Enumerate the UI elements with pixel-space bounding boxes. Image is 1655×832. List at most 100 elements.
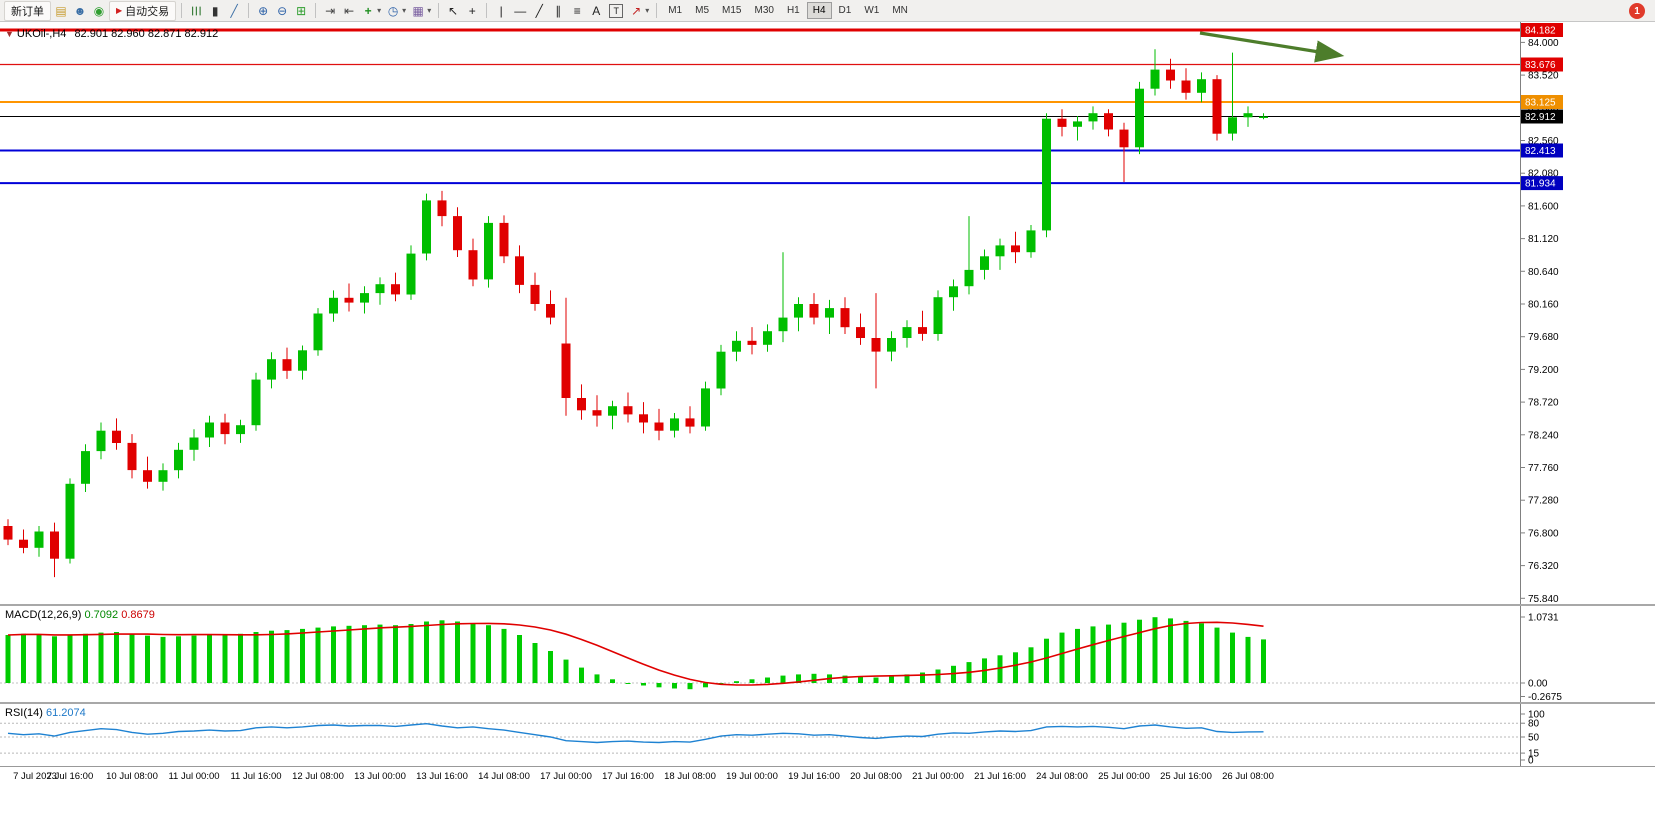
svg-text:80.640: 80.640	[1528, 267, 1559, 278]
auto-trading-button-icon: ▶	[116, 6, 123, 15]
chart-title: ▼ UKOil-,H4 82.901 82.960 82.871 82.912	[5, 28, 218, 40]
rsi-level-lines	[0, 722, 1520, 754]
trendline-icon[interactable]: ╱	[535, 3, 543, 18]
panel-separator[interactable]	[0, 604, 1655, 606]
toolbar-separator	[486, 3, 488, 18]
timeframe-w1[interactable]: W1	[864, 5, 880, 16]
svg-text:75.840: 75.840	[1528, 594, 1559, 604]
auto-scroll-icon[interactable]: ⇥	[325, 3, 336, 18]
terminal-icon[interactable]: ◉	[93, 3, 105, 18]
time-label: 19 Jul 16:00	[788, 771, 840, 782]
svg-text:82.560: 82.560	[1528, 136, 1559, 147]
svg-text:79.680: 79.680	[1528, 332, 1559, 343]
indicators-button[interactable]: +	[364, 3, 372, 18]
time-label: 21 Jul 00:00	[912, 771, 964, 782]
rsi-value: 61.2074	[45, 707, 86, 719]
time-label: 21 Jul 16:00	[974, 771, 1026, 782]
cursor-icon[interactable]: ↖	[448, 3, 459, 18]
macd-signal-value: 0.8679	[121, 609, 155, 621]
timeframe-m15[interactable]: M15	[722, 5, 742, 16]
periods-button[interactable]: ◷	[387, 3, 399, 18]
text-label-icon[interactable]: T	[609, 3, 624, 18]
macd-chart[interactable]: 1.0731 0.00 -0.2675	[0, 606, 1655, 702]
fibonacci-icon[interactable]: ≡	[573, 3, 581, 18]
ohlc-values: 82.901 82.960 82.871 82.912	[74, 28, 219, 40]
chart-shift-icon[interactable]: ⇤	[344, 3, 355, 18]
time-label: 20 Jul 08:00	[850, 771, 902, 782]
svg-text:0: 0	[1528, 756, 1534, 767]
horizontal-lines-group[interactable]	[0, 28, 1520, 185]
market-watch-icon[interactable]: ▤	[55, 3, 67, 18]
time-label: 7 Jul 16:00	[46, 771, 94, 782]
time-label: 19 Jul 00:00	[726, 771, 778, 782]
time-label: 24 Jul 08:00	[1036, 771, 1088, 782]
line-chart-icon[interactable]: ╱	[230, 3, 238, 18]
timeframe-d1[interactable]: D1	[838, 5, 852, 16]
templates-button-caret[interactable]: ▾	[427, 6, 432, 15]
macd-panel: 1.0731 0.00 -0.2675 MACD(12,26,9) 0.7092 0…	[0, 606, 1655, 702]
timeframe-mn[interactable]: MN	[892, 5, 908, 16]
macd-signal-line	[7, 621, 1264, 686]
svg-text:83.520: 83.520	[1528, 71, 1559, 82]
time-label: 18 Jul 08:00	[664, 771, 716, 782]
templates-button[interactable]: ▦	[412, 3, 424, 18]
indicators-button-caret[interactable]: ▾	[377, 6, 382, 15]
rsi-header: RSI(14) 61.2074	[5, 707, 86, 719]
horizontal-line-icon[interactable]: —	[514, 3, 527, 18]
svg-text:80.160: 80.160	[1528, 300, 1559, 311]
time-label: 25 Jul 00:00	[1098, 771, 1150, 782]
periods-button-caret[interactable]: ▾	[402, 6, 407, 15]
toolbar-separator	[181, 3, 183, 18]
equidistant-channel-icon[interactable]: ∥	[555, 3, 562, 18]
timeframe-m5[interactable]: M5	[695, 5, 710, 16]
time-label: 17 Jul 00:00	[540, 771, 592, 782]
bar-chart-icon[interactable]: ☰	[189, 5, 204, 16]
time-label: 13 Jul 16:00	[416, 771, 468, 782]
svg-text:82.413: 82.413	[1525, 146, 1556, 157]
macd-histogram	[5, 617, 1266, 690]
timeframe-h4[interactable]: H4	[806, 2, 832, 19]
main-chart-panel: 84.00083.52083.04082.56082.08081.60081.1…	[0, 22, 1655, 604]
svg-text:100: 100	[1528, 710, 1545, 721]
svg-text:81.120: 81.120	[1528, 234, 1559, 245]
text-icon[interactable]: A	[592, 3, 601, 18]
new-order-button[interactable]: 新订单	[4, 0, 51, 21]
svg-text:79.200: 79.200	[1528, 365, 1559, 376]
timeframe-m30[interactable]: M30	[754, 5, 774, 16]
one-click-trading-toggle-icon[interactable]: ▼	[5, 29, 14, 39]
tile-windows-icon[interactable]: ⊞	[296, 3, 307, 18]
auto-trading-button[interactable]: ▶ 自动交易	[109, 0, 177, 21]
candlestick-chart-icon[interactable]: ▮	[211, 3, 219, 18]
svg-text:84.182: 84.182	[1525, 26, 1556, 37]
trend-arrow-annotation[interactable]	[1199, 31, 1345, 63]
svg-text:82.912: 82.912	[1525, 112, 1556, 123]
vertical-line-icon[interactable]: |	[499, 3, 503, 18]
toolbar-separator	[656, 3, 658, 18]
arrows-button-caret[interactable]: ▾	[645, 6, 650, 15]
svg-text:78.240: 78.240	[1528, 430, 1559, 441]
crosshair-icon[interactable]: +	[468, 3, 476, 18]
svg-text:76.320: 76.320	[1528, 561, 1559, 572]
time-label: 13 Jul 00:00	[354, 771, 406, 782]
svg-text:82.080: 82.080	[1528, 169, 1559, 180]
panel-separator[interactable]	[0, 702, 1655, 704]
macd-main-value: 0.7092	[84, 609, 119, 621]
arrows-button[interactable]: ↗	[631, 3, 642, 18]
notification-badge[interactable]: 1	[1629, 3, 1645, 19]
svg-text:78.720: 78.720	[1528, 398, 1559, 409]
svg-text:84.000: 84.000	[1528, 38, 1559, 49]
time-label: 14 Jul 08:00	[478, 771, 530, 782]
zoom-in-icon[interactable]: ⊕	[258, 3, 269, 18]
macd-header: MACD(12,26,9) 0.7092 0.8679	[5, 609, 155, 621]
svg-text:50: 50	[1528, 733, 1540, 744]
profiles-icon[interactable]: ☻	[73, 3, 87, 18]
timeframe-h1[interactable]: H1	[786, 5, 800, 16]
rsi-panel: 100 80 50 15 0 RSI(14) 61.2074	[0, 704, 1655, 766]
timeframe-m1[interactable]: M1	[668, 5, 683, 16]
candlestick-chart[interactable]: 84.00083.52083.04082.56082.08081.60081.1…	[0, 22, 1655, 604]
zoom-out-icon[interactable]: ⊖	[277, 3, 288, 18]
candles-group[interactable]	[3, 49, 1269, 578]
time-axis: 7 Jul 2023 7 Jul 16:00 10 Jul 08:00 11 Jul …	[0, 766, 1655, 787]
